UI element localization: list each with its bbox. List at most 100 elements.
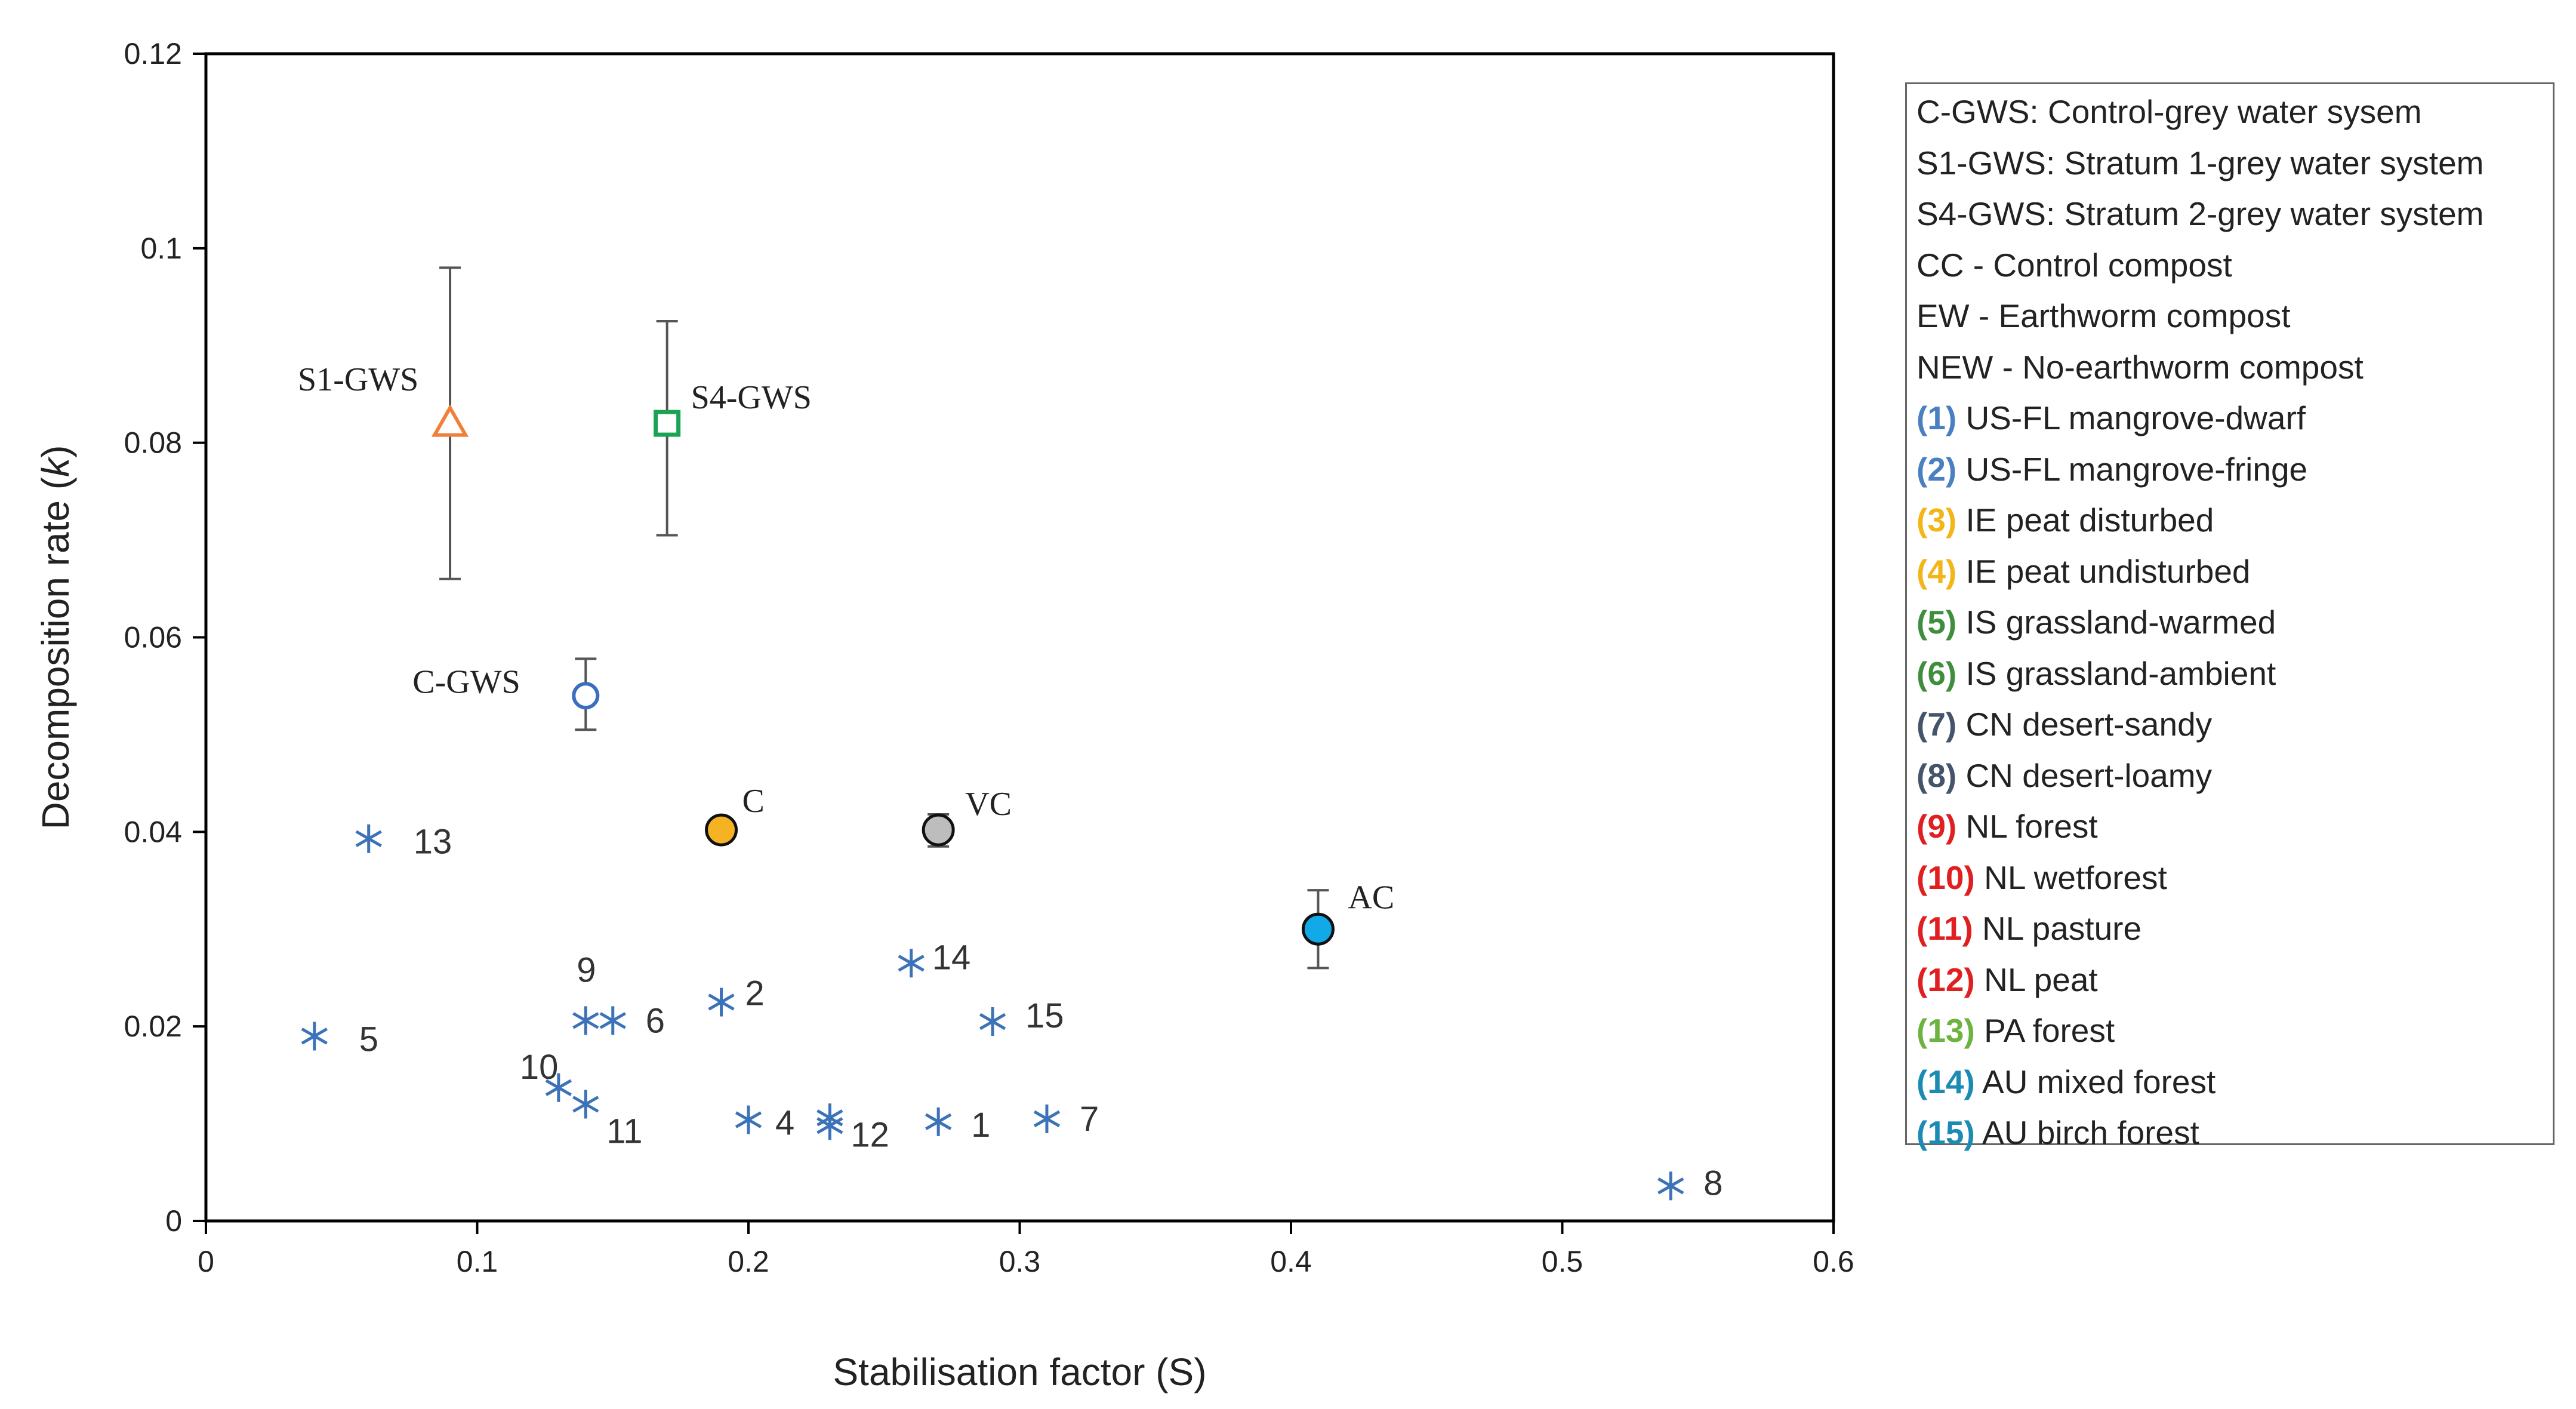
asterisk-stroke	[599, 1012, 626, 1029]
literature-point-9	[572, 1006, 599, 1035]
asterisk-stroke	[572, 1096, 599, 1113]
literature-point-7	[1033, 1104, 1061, 1133]
legend-item-number: (10)	[1916, 859, 1975, 896]
asterisk-stroke	[735, 1111, 762, 1128]
legend-item: (13) PA forest	[1916, 1005, 2553, 1057]
legend-item-number: (2)	[1916, 450, 1957, 488]
legend-item-text: S1-GWS: Stratum 1-grey water system	[1916, 144, 2484, 181]
y-tick-label: 0.06	[124, 621, 182, 654]
y-tick-label: 0.1	[140, 232, 182, 265]
legend-item-number: (7)	[1916, 706, 1957, 743]
legend-item-text: CC - Control compost	[1916, 246, 2232, 284]
legend-item-text: IS grassland-ambient	[1956, 654, 2276, 692]
literature-point-10	[545, 1073, 572, 1102]
legend-item: (5) IS grassland-warmed	[1916, 597, 2553, 648]
legend-item: (14) AU mixed forest	[1916, 1057, 2553, 1108]
literature-point-15	[979, 1007, 1006, 1036]
y-tick-label: 0	[165, 1204, 182, 1238]
legend-item-number: (11)	[1916, 910, 1973, 947]
point-number-label: 8	[1703, 1164, 1723, 1202]
legend-item-number: (13)	[1916, 1012, 1975, 1049]
legend-item: (1) US-FL mangrove-dwarf	[1916, 393, 2553, 444]
series-label-ac: AC	[1348, 879, 1394, 916]
point-s1-gws	[431, 404, 469, 437]
x-tick-label: 0.2	[728, 1245, 769, 1278]
legend-item: (8) CN desert-loamy	[1916, 750, 2553, 802]
legend-item-text: AU birch forest	[1974, 1114, 2199, 1151]
asterisk-stroke	[1033, 1110, 1061, 1128]
point-number-label: 2	[745, 974, 765, 1013]
legend-item-text: PA forest	[1974, 1012, 2115, 1049]
point-number-label: 15	[1025, 996, 1064, 1035]
legend-item: S1-GWS: Stratum 1-grey water system	[1916, 138, 2553, 189]
legend-item-number: (9)	[1916, 808, 1957, 845]
legend-item-text: CN desert-loamy	[1956, 756, 2213, 794]
y-tick-label: 0.12	[124, 37, 182, 70]
point-number-label: 13	[414, 823, 452, 862]
y-tick-label: 0.08	[124, 426, 182, 460]
legend-item: (3) IE peat disturbed	[1916, 495, 2553, 546]
legend-item-number: (8)	[1916, 756, 1957, 794]
asterisk-stroke	[545, 1079, 572, 1096]
series-label-c-gws: C-GWS	[412, 663, 520, 700]
legend-item: (9) NL forest	[1916, 801, 2553, 853]
literature-point-2	[708, 987, 735, 1017]
legend-item-text: CN desert-sandy	[1956, 706, 2213, 743]
legend-item-text: US-FL mangrove-dwarf	[1956, 399, 2306, 436]
asterisk-stroke	[979, 1013, 1006, 1030]
legend-item: EW - Earthworm compost	[1916, 291, 2553, 342]
legend-item-number: (12)	[1916, 961, 1975, 998]
point-number-label: 10	[520, 1048, 559, 1087]
series-label-vc: VC	[965, 786, 1012, 823]
x-tick-label: 0.4	[1270, 1245, 1312, 1278]
legend-item-text: AU mixed forest	[1974, 1063, 2216, 1100]
literature-point-1	[925, 1107, 952, 1136]
literature-point-unlabeled	[816, 1103, 843, 1133]
legend-item-text: NL pasture	[1973, 910, 2142, 947]
point-s4-gws	[654, 410, 681, 437]
literature-point-8	[1657, 1171, 1684, 1201]
legend-item: (4) IE peat undisturbed	[1916, 546, 2553, 598]
point-number-label: 9	[577, 950, 596, 989]
series-label-c: C	[742, 783, 765, 820]
point-c	[705, 813, 738, 847]
asterisk-stroke	[816, 1109, 843, 1127]
y-tick-label: 0.02	[124, 1010, 182, 1043]
legend-item-text: EW - Earthworm compost	[1916, 297, 2291, 334]
legend-item-text: S4-GWS: Stratum 2-grey water system	[1916, 195, 2484, 232]
asterisk-stroke	[708, 993, 735, 1011]
point-number-label: 7	[1080, 1100, 1099, 1139]
legend-item-text: IE peat undisturbed	[1956, 552, 2251, 590]
point-number-label: 11	[606, 1112, 642, 1151]
legend-item: (15) AU birch forest	[1916, 1107, 2553, 1159]
axes: 0 0.1 0.2 0.3 0.4 0.5 0.6 0 0.02 0.04 0.06 0.08 0.1 0…	[34, 37, 1854, 1393]
series-label-s1-gws: S1-GWS	[298, 361, 418, 398]
legend-item-text: IE peat disturbed	[1956, 502, 2214, 539]
legend-item: (10) NL wetforest	[1916, 853, 2553, 904]
literature-point-6	[599, 1006, 626, 1035]
asterisk-stroke	[301, 1027, 328, 1045]
legend-item-number: (3)	[1916, 502, 1957, 539]
y-tick-label: 0.04	[124, 815, 182, 848]
series-label-s4-gws: S4-GWS	[691, 379, 812, 416]
y-axis-title: Decomposition rate (k)	[34, 445, 77, 830]
point-number-label: 12	[851, 1115, 889, 1154]
literature-point-13	[355, 824, 382, 853]
legend-item: NEW - No-earthworm compost	[1916, 342, 2553, 393]
legend-item-text: NL forest	[1956, 808, 2098, 845]
x-tick-label: 0.5	[1542, 1245, 1583, 1278]
point-ac	[1301, 912, 1335, 946]
x-tick-label: 0.1	[457, 1245, 498, 1278]
point-vc	[922, 813, 955, 847]
legend-item-text: IS grassland-warmed	[1956, 604, 2276, 641]
legend-item-text: NL wetforest	[1974, 859, 2167, 896]
legend-item-number: (15)	[1916, 1114, 1975, 1151]
legend-item-number: (5)	[1916, 604, 1957, 641]
x-tick-label: 0.3	[999, 1245, 1041, 1278]
legend-item-number: (6)	[1916, 654, 1957, 692]
asterisk-stroke	[355, 830, 382, 847]
x-tick-label: 0	[198, 1245, 214, 1278]
